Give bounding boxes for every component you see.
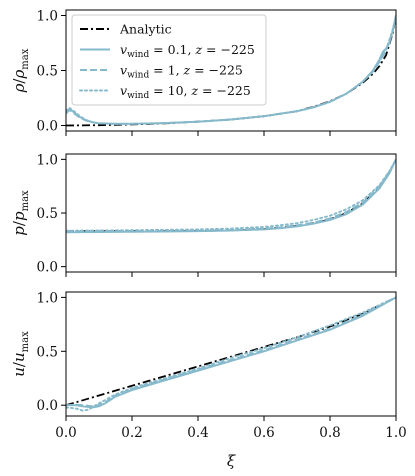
legend-entry-text: v: [120, 63, 127, 78]
y-axis-label-sep: /: [10, 220, 28, 226]
legend-entry-text: = 10,: [149, 83, 191, 98]
y-axis-label-base: p: [10, 211, 28, 221]
y-axis-label-sep: /: [10, 78, 28, 84]
legend-entry-text: = 1,: [149, 63, 183, 78]
legend-entry-subscript: wind: [127, 91, 149, 101]
legend-entry-label: vwind = 0.1, z = −225: [120, 42, 255, 60]
y-axis-label: u/umax: [10, 331, 31, 377]
y-tick-label: 0.5: [37, 64, 58, 80]
legend-entry-text: = −225: [190, 63, 243, 78]
y-axis-label-sub: max: [20, 331, 31, 352]
y-tick-label: 1.0: [37, 290, 58, 306]
y-axis-label-var: p: [10, 226, 28, 236]
series-line-dashed: [66, 15, 396, 125]
legend-entry-subscript: wind: [127, 50, 149, 60]
series-line-solid: [66, 296, 396, 409]
x-axis-label: ξ: [227, 452, 236, 470]
series-line-dashdot: [66, 296, 396, 407]
series-line-dotted: [66, 158, 396, 232]
legend-entry-text: v: [120, 83, 127, 98]
y-axis-label-sub: max: [20, 48, 31, 69]
legend-entry-text: = 0.1,: [149, 42, 195, 57]
legend-entry-text: = −225: [202, 42, 255, 57]
legend-entry-text: z: [183, 63, 191, 78]
legend-entry-text: = −225: [198, 83, 251, 98]
legend-entry-text: z: [194, 42, 202, 57]
y-tick-label: 0.0: [37, 398, 58, 414]
y-axis-label-base: u: [10, 352, 28, 362]
y-tick-label: 1.0: [37, 152, 58, 168]
axes-frame: [65, 291, 397, 417]
legend-box: [71, 14, 267, 106]
y-tick-label: 0.5: [37, 206, 58, 222]
x-tick-label: 0.6: [253, 425, 274, 441]
legend-entry-text: Analytic: [119, 22, 172, 37]
y-tick-label: 1.0: [37, 9, 58, 25]
y-axis-label-var: u: [10, 367, 28, 377]
y-axis-label-sep: /: [10, 361, 28, 367]
series-line-dotted: [66, 14, 396, 125]
legend-entry-text: v: [120, 42, 127, 57]
x-tick-label: 0.2: [121, 425, 142, 441]
y-axis-label-var: ρ: [10, 83, 28, 93]
x-tick-label: 0.4: [187, 425, 208, 441]
panel-pressure: 0.00.51.0p/pmax: [10, 152, 397, 277]
legend-entry-label: vwind = 10, z = −225: [120, 83, 251, 101]
y-tick-label: 0.0: [37, 119, 58, 135]
y-tick-label: 0.5: [37, 344, 58, 360]
x-tick-label: 1.0: [385, 425, 406, 441]
x-tick-label: 0.8: [319, 425, 340, 441]
series-line-dashdot: [66, 15, 396, 127]
legend-entry-text: z: [190, 83, 198, 98]
x-tick-label: 0.0: [55, 425, 76, 441]
y-axis-label: ρ/ρmax: [10, 48, 31, 93]
legend-entry-subscript: wind: [127, 71, 149, 81]
y-axis-label-sub: max: [20, 190, 31, 211]
y-axis-label: p/pmax: [10, 190, 31, 236]
series-line-dashed: [66, 158, 396, 233]
series-line-dotted: [66, 296, 396, 412]
y-tick-label: 0.0: [37, 260, 58, 276]
series-line-dashed: [66, 296, 396, 408]
legend-entry-label: Analytic: [119, 22, 172, 37]
y-axis-label-base: ρ: [10, 70, 28, 80]
legend-entry-label: vwind = 1, z = −225: [120, 63, 243, 81]
